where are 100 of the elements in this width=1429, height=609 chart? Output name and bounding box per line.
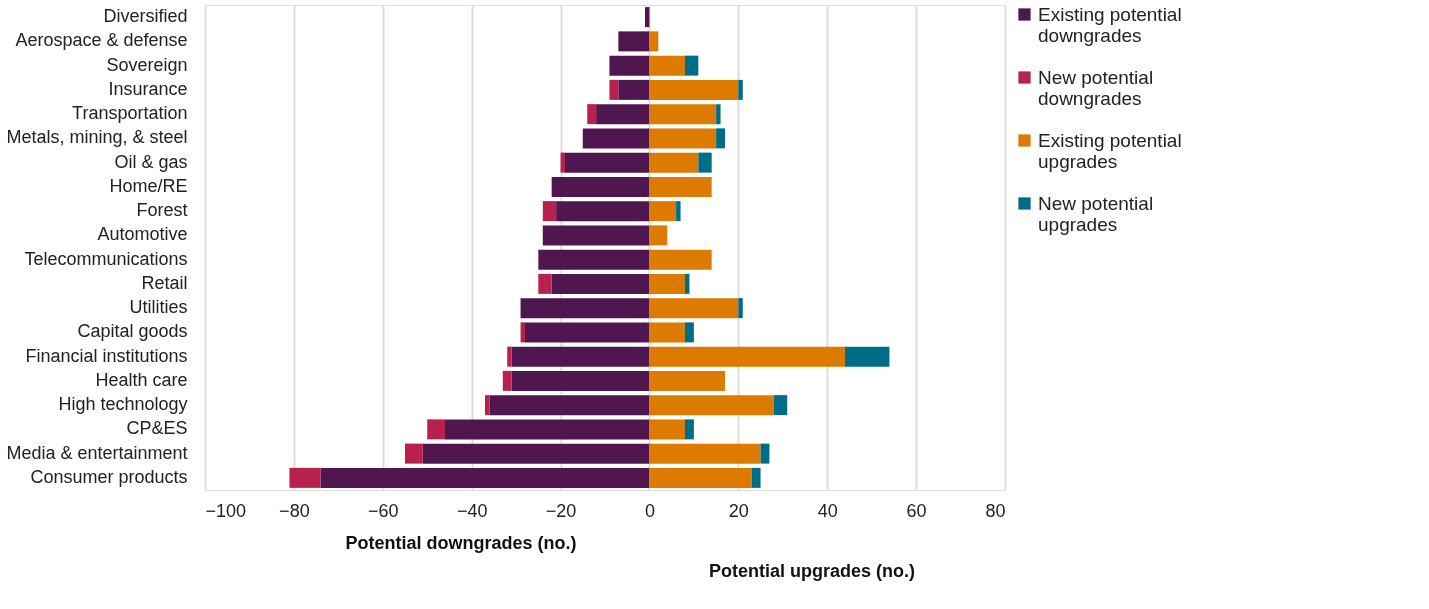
y-tick-label: Media & entertainment (6, 442, 188, 463)
y-tick-label: Automotive (97, 224, 188, 245)
bar (289, 467, 321, 488)
bar (716, 104, 721, 125)
y-tick-label: Home/RE (109, 175, 188, 196)
legend-label: Existing potential downgrades (1038, 3, 1182, 46)
bar (542, 201, 557, 222)
bar (845, 346, 890, 367)
x-tick-label: 80 (985, 500, 1006, 521)
y-tick-label: Consumer products (30, 466, 188, 487)
bar (738, 298, 743, 319)
legend-label: New potential downgrades (1038, 66, 1154, 109)
x-tick-label: −100 (205, 500, 247, 521)
bar (685, 273, 690, 294)
y-tick-label: Metals, mining, & steel (6, 127, 188, 148)
bar (649, 176, 712, 197)
bar (422, 443, 650, 464)
bar (445, 419, 650, 440)
bar (649, 370, 725, 391)
bar (542, 225, 650, 246)
bar (511, 346, 650, 367)
x-tick-label: 40 (817, 500, 838, 521)
y-tick-label: Insurance (108, 78, 188, 99)
y-tick-label: Sovereign (106, 54, 188, 75)
x-tick-label: 0 (644, 500, 655, 521)
bar (698, 152, 712, 173)
bar (609, 79, 619, 100)
bar (738, 79, 743, 100)
bar (649, 55, 685, 76)
bar (582, 128, 650, 149)
x-tick-label: 60 (906, 500, 927, 521)
bar (427, 419, 445, 440)
bar (507, 346, 512, 367)
bar (618, 31, 650, 52)
bar (556, 201, 650, 222)
bar (485, 395, 490, 416)
bar (649, 467, 752, 488)
y-tick-label: Diversified (103, 6, 188, 27)
bar (649, 443, 761, 464)
bar (649, 395, 774, 416)
bar (649, 152, 699, 173)
bar (596, 104, 650, 125)
x-axis-title: Potential downgrades (no.) (345, 532, 577, 553)
y-tick-label: Telecommunications (24, 248, 188, 269)
bar (520, 322, 525, 343)
bar (760, 443, 770, 464)
x-tick-label: 20 (728, 500, 749, 521)
y-tick-label: Transportation (72, 103, 188, 124)
bar (649, 298, 739, 319)
bar (538, 249, 650, 270)
y-tick-label: Aerospace & defense (15, 30, 188, 51)
bar (320, 467, 650, 488)
bar (538, 273, 552, 294)
bar (685, 419, 694, 440)
bar (525, 322, 650, 343)
bar (560, 152, 565, 173)
bar (489, 395, 650, 416)
x-tick-label: −40 (456, 500, 488, 521)
bar (676, 201, 681, 222)
bar (618, 79, 650, 100)
x-tick-label: −20 (545, 500, 577, 521)
x-tick-label: −60 (368, 500, 399, 521)
bar (405, 443, 423, 464)
bar (609, 55, 650, 76)
x-tick-label: −80 (279, 500, 310, 521)
bar (716, 128, 725, 149)
bar (649, 225, 668, 246)
bar (649, 346, 845, 367)
bar (520, 298, 650, 319)
bar (649, 128, 717, 149)
y-tick-label: Oil & gas (114, 151, 188, 172)
bar (685, 55, 699, 76)
y-tick-label: High technology (58, 394, 188, 415)
bar (649, 79, 739, 100)
bar (649, 104, 717, 125)
y-tick-label: Financial institutions (25, 345, 188, 366)
bar (551, 273, 650, 294)
bar (685, 322, 694, 343)
bar (649, 249, 712, 270)
y-tick-label: Forest (136, 200, 188, 221)
bar (649, 419, 685, 440)
y-tick-label: Health care (95, 369, 188, 390)
y-tick-label: Capital goods (77, 321, 188, 342)
bar (551, 176, 650, 197)
bar (511, 370, 650, 391)
bar (751, 467, 761, 488)
bar (649, 273, 685, 294)
y-tick-label: Utilities (129, 297, 188, 318)
bar (565, 152, 650, 173)
bar (773, 395, 788, 416)
bar (502, 370, 512, 391)
bar (649, 322, 685, 343)
y-tick-label: Retail (141, 272, 188, 293)
legend-label: Existing potential upgrades (1038, 129, 1182, 172)
y-tick-label: CP&ES (126, 418, 188, 439)
legend-label: New potential upgrades (1038, 192, 1154, 235)
bar (649, 201, 677, 222)
bar (645, 7, 650, 28)
text: Potential upgrades (no.) (709, 561, 916, 581)
bar (649, 31, 659, 52)
